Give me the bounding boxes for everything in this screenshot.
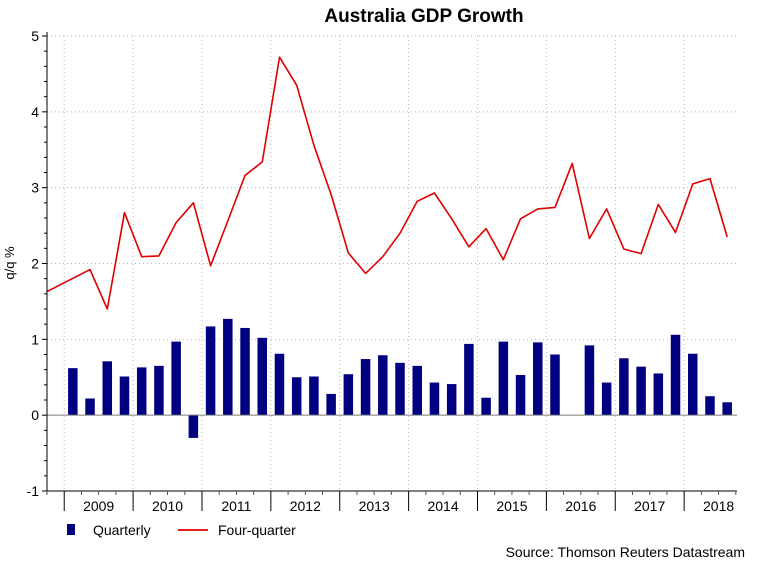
axes [42, 32, 737, 511]
x-year-label: 2015 [496, 498, 527, 514]
quarterly-bar [585, 345, 595, 415]
legend-quarterly-label: Quarterly [93, 522, 151, 538]
y-tick-label: 2 [31, 256, 39, 272]
quarterly-bar [464, 344, 474, 415]
four-quarter-line [47, 57, 727, 309]
quarterly-bar [378, 355, 388, 415]
quarterly-bar [636, 367, 646, 416]
quarterly-bar [258, 338, 268, 415]
quarterly-bar [171, 342, 181, 416]
y-tick-label: 3 [31, 180, 39, 196]
legend-four-quarter-label: Four-quarter [218, 522, 296, 538]
quarterly-bar [481, 398, 491, 415]
quarterly-bar [533, 342, 543, 415]
four-quarter-line-group [47, 57, 727, 309]
quarterly-bar [120, 376, 129, 415]
x-year-label: 2011 [221, 498, 251, 514]
legend: Quarterly Four-quarter [67, 522, 296, 538]
quarterly-bar [550, 355, 560, 416]
quarterly-bar [292, 377, 302, 415]
grid-lines [47, 36, 737, 491]
quarterly-bar [395, 363, 405, 415]
quarterly-bar [275, 354, 285, 415]
y-tick-label: 4 [31, 104, 39, 120]
legend-quarterly-swatch [67, 524, 75, 535]
quarterly-bar [85, 398, 95, 415]
quarterly-bar [344, 374, 354, 415]
quarterly-bar [447, 384, 457, 415]
quarterly-bar [137, 367, 147, 415]
y-tick-label: 0 [31, 407, 39, 423]
y-tick-labels: -1 0 1 2 3 4 5 [27, 28, 40, 499]
quarterly-bar [240, 328, 250, 415]
y-tick-label: 5 [31, 28, 39, 44]
quarterly-bars [68, 319, 732, 438]
x-year-label: 2014 [427, 498, 458, 514]
y-tick-label: 1 [31, 331, 39, 347]
x-year-label: 2017 [634, 498, 665, 514]
chart-title: Australia GDP Growth [324, 6, 523, 27]
quarterly-bar [654, 373, 664, 415]
quarterly-bar [602, 383, 612, 416]
x-year-label: 2016 [565, 498, 596, 514]
x-year-label: 2018 [703, 498, 734, 514]
x-year-label: 2010 [152, 498, 183, 514]
quarterly-bar [412, 366, 422, 415]
quarterly-bar [619, 358, 629, 415]
source-note: Source: Thomson Reuters Datastream [506, 544, 745, 560]
quarterly-bar [688, 354, 698, 415]
quarterly-bar [361, 359, 371, 415]
x-year-label: 2013 [359, 498, 390, 514]
quarterly-bar [189, 415, 199, 438]
y-axis-label: q/q % [2, 246, 17, 280]
quarterly-bar [516, 375, 526, 415]
quarterly-bar [326, 394, 336, 415]
quarterly-bar [722, 402, 732, 415]
quarterly-bar [705, 396, 715, 415]
quarterly-bar [154, 366, 164, 415]
x-year-label: 2009 [83, 498, 114, 514]
quarterly-bar [206, 326, 216, 415]
quarterly-bar [499, 342, 509, 416]
quarterly-bar [103, 361, 113, 415]
quarterly-bar [671, 335, 681, 415]
quarterly-bar [68, 368, 78, 415]
y-tick-label: -1 [27, 483, 40, 499]
x-year-label: 2012 [290, 498, 321, 514]
quarterly-bar [223, 319, 233, 415]
quarterly-bar [430, 383, 440, 416]
quarterly-bar [309, 376, 319, 415]
